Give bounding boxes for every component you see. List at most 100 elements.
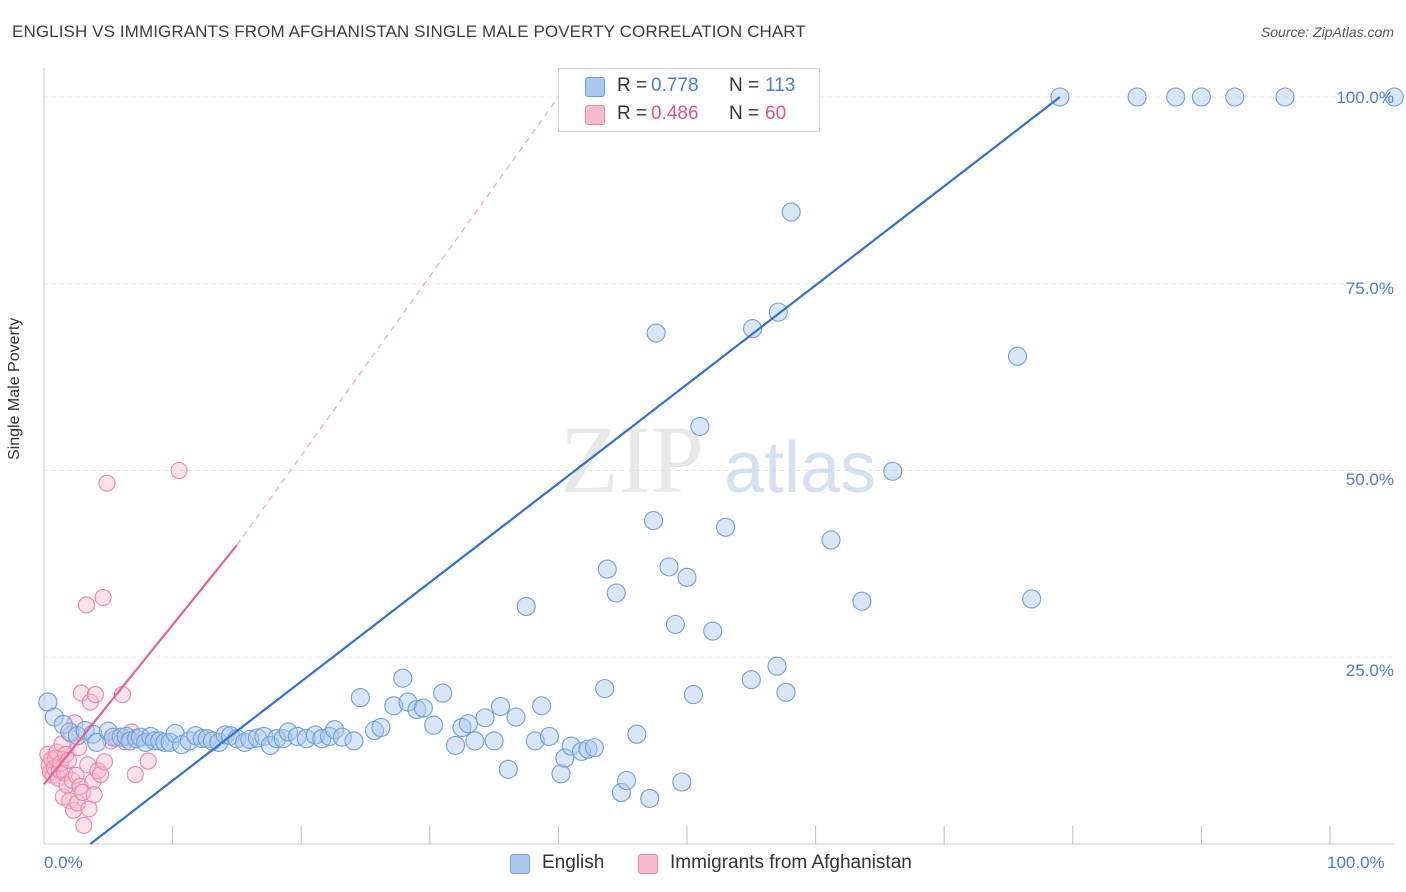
english-points (38, 87, 1404, 808)
english-point (240, 729, 260, 749)
english-point (743, 319, 763, 339)
english-point (690, 416, 710, 436)
english-point (350, 688, 370, 708)
english-point (1225, 87, 1245, 107)
english-point (767, 656, 787, 676)
afghan-point (95, 753, 113, 771)
english-point (130, 727, 150, 747)
english-point (703, 621, 723, 641)
english-point (413, 698, 433, 718)
afghan-point (75, 816, 93, 834)
english-point (555, 748, 575, 768)
english-point (490, 697, 511, 717)
english-trend-line (89, 96, 1061, 845)
english-point (539, 726, 559, 746)
afghan-point (77, 596, 95, 614)
x-axis-ticks (172, 826, 1331, 844)
afghan-point (98, 474, 116, 492)
english-point (617, 770, 637, 791)
watermark-atlas: atlas (724, 428, 876, 508)
trend-lines (43, 96, 1061, 845)
gridlines (43, 68, 1394, 845)
english-point (597, 559, 617, 579)
source-label: Source: ZipAtlas.com (1260, 24, 1394, 40)
english-point (209, 732, 229, 752)
x-tick-label-left: 0.0% (44, 853, 83, 872)
watermark-zip: ZIP (560, 406, 704, 513)
english-point (646, 323, 666, 343)
afghan-point (86, 686, 104, 704)
english-point (145, 731, 165, 751)
english-point (384, 696, 404, 716)
afghan-trend-line (43, 544, 238, 785)
afghan-swatch (585, 105, 605, 125)
english-point (305, 725, 325, 745)
english-point (677, 567, 697, 587)
english-point (683, 685, 703, 705)
r-value: 0.778 (651, 75, 699, 96)
y-axis-label: Single Male Poverty (6, 317, 23, 460)
y-tick-label: 75.0% (1345, 279, 1394, 298)
afghan-point (79, 756, 97, 774)
y-tick-label: 100.0% (1336, 88, 1394, 107)
english-point (665, 614, 685, 634)
correlation-legend: R = 0.778 N = 113 R = 0.486 N = 60 (558, 68, 820, 132)
english-point (433, 683, 453, 703)
english-point (407, 699, 427, 720)
n-label: N = (729, 75, 760, 96)
afghan-swatch (638, 854, 658, 874)
english-point (578, 739, 598, 759)
n-value: 113 (765, 75, 796, 96)
n-label: N = (729, 103, 760, 124)
afghan-point (72, 684, 90, 702)
english-point (640, 788, 660, 808)
english-point (781, 202, 801, 222)
english-point (606, 583, 626, 603)
english-point (584, 738, 604, 758)
english-point (627, 724, 647, 744)
afghan-point (170, 461, 188, 480)
english-point (821, 530, 841, 550)
english-point (525, 731, 545, 751)
afghan-points (39, 461, 188, 834)
r-label: R = (617, 103, 648, 124)
english-point (716, 517, 736, 537)
legend-label-english: English (542, 852, 605, 873)
english-point (424, 715, 444, 735)
english-point (344, 731, 364, 751)
english-point (1384, 87, 1404, 107)
english-point (1007, 346, 1028, 366)
english-point (659, 557, 679, 577)
english-point (506, 707, 526, 727)
y-tick-label: 50.0% (1345, 470, 1394, 489)
afghan-trend-extension (236, 96, 559, 546)
english-point (53, 714, 73, 735)
english-point (371, 717, 391, 738)
afghan-point (67, 766, 85, 784)
english-point (465, 731, 485, 751)
english-point (644, 510, 664, 531)
legend-row-english: R = 0.778 N = 113 (559, 72, 819, 100)
english-point (393, 668, 413, 688)
afghan-point (92, 765, 110, 784)
english-point (160, 732, 180, 752)
afghan-point (94, 588, 112, 607)
y-tick-label: 25.0% (1345, 661, 1394, 680)
afghan-point (126, 765, 144, 784)
english-point (452, 717, 472, 738)
english-point (1127, 87, 1147, 107)
english-point (532, 696, 552, 716)
english-point (1166, 87, 1186, 107)
english-point (852, 591, 872, 611)
english-swatch (510, 854, 530, 874)
english-point (561, 736, 581, 756)
english-point (332, 727, 352, 747)
english-point (516, 596, 536, 617)
english-point (672, 772, 692, 792)
afghan-point (80, 800, 98, 818)
english-point (1022, 589, 1042, 609)
chart-title: ENGLISH VS IMMIGRANTS FROM AFGHANISTAN S… (12, 22, 806, 41)
english-point (235, 732, 255, 752)
english-point (475, 708, 495, 728)
r-label: R = (617, 75, 648, 96)
